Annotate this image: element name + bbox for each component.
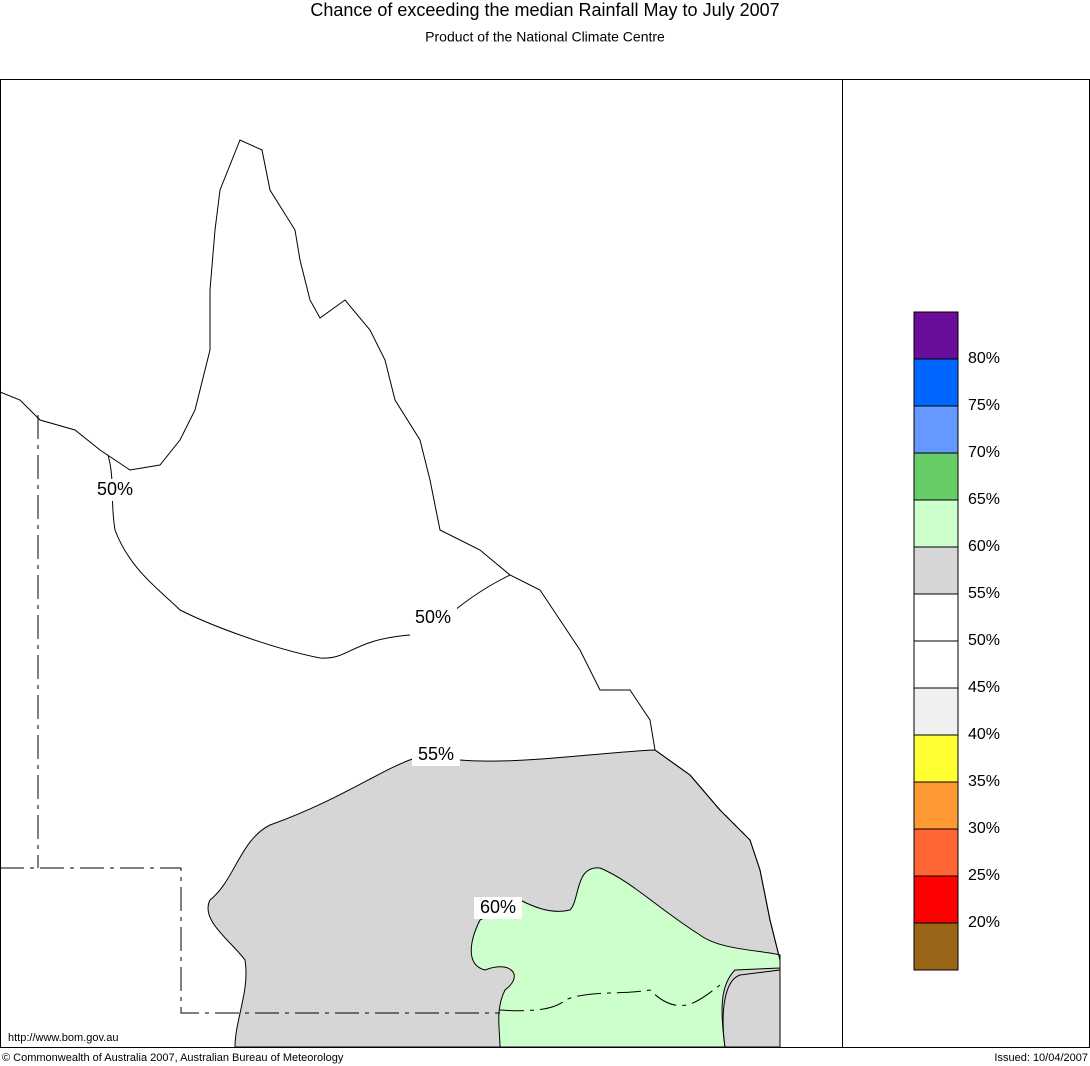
contour-label-bg: [474, 897, 522, 919]
contour-50: [107, 454, 411, 659]
legend-label: 55%: [968, 585, 1000, 602]
region-55-pocket: [722, 969, 781, 1048]
legend-swatch: [913, 499, 959, 548]
map: 50% 50% 55% 60%: [0, 79, 1090, 1048]
contour-50: [454, 574, 511, 611]
legend-label: 80%: [968, 350, 1000, 367]
contour-label-bg: [91, 479, 139, 501]
legend-swatch: [913, 875, 959, 924]
legend-swatch: [913, 593, 959, 642]
title: Chance of exceeding the median Rainfall …: [310, 0, 779, 20]
legend-frame: [842, 79, 1090, 1048]
legend-label: 65%: [968, 491, 1000, 508]
legend-swatch: [913, 687, 959, 736]
legend-swatch: [913, 640, 959, 689]
legend-label: 20%: [968, 914, 1000, 931]
legend-swatch: [913, 405, 959, 454]
legend: 80% 75% 70% 65% 60% 55% 50% 45% 40% 35% 30% 25% 20%: [913, 311, 1000, 971]
legend-swatch: [913, 311, 959, 360]
legend-label: 40%: [968, 726, 1000, 743]
legend-swatch: [913, 452, 959, 501]
contour-label: 55%: [418, 744, 454, 764]
issued: Issued: 10/04/2007: [994, 1052, 1088, 1064]
coastline: [0, 139, 781, 1047]
legend-label: 60%: [968, 538, 1000, 555]
contour-label: 60%: [480, 897, 516, 917]
legend-swatch: [913, 546, 959, 595]
legend-swatch: [913, 358, 959, 407]
legend-label: 45%: [968, 679, 1000, 696]
contour-label-bg: [412, 744, 460, 766]
source-url: http://www.bom.gov.au: [8, 1032, 118, 1044]
contour-label: 50%: [97, 479, 133, 499]
legend-label: 25%: [968, 867, 1000, 884]
legend-swatch: [913, 922, 959, 971]
legend-label: 30%: [968, 820, 1000, 837]
legend-label: 35%: [968, 773, 1000, 790]
contour-label: 50%: [415, 607, 451, 627]
legend-swatch: [913, 734, 959, 783]
legend-swatch: [913, 781, 959, 830]
region-60: [470, 867, 781, 1048]
legend-label: 75%: [968, 397, 1000, 414]
copyright: © Commonwealth of Australia 2007, Austra…: [2, 1052, 344, 1064]
legend-label: 70%: [968, 444, 1000, 461]
contour-label-bg: [409, 607, 457, 629]
state-border: [0, 415, 721, 1014]
subtitle: Product of the National Climate Centre: [425, 29, 665, 45]
legend-swatch: [913, 828, 959, 877]
legend-label: 50%: [968, 632, 1000, 649]
